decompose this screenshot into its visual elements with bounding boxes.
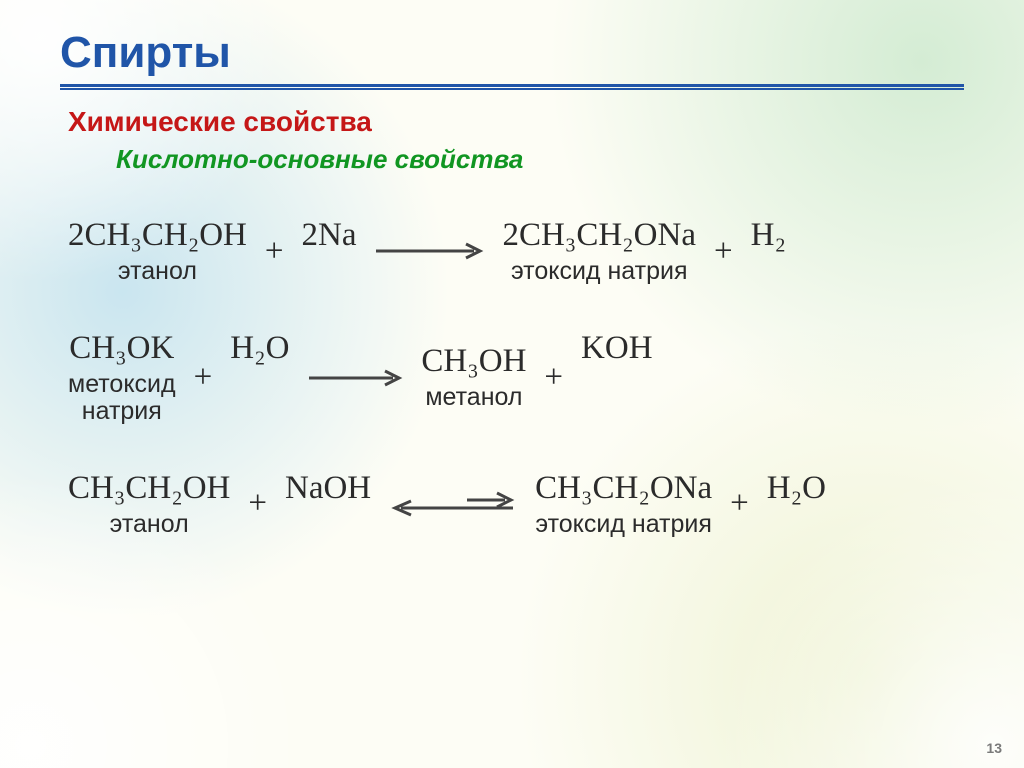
plus-sign: + — [696, 233, 751, 270]
arrow-icon — [307, 368, 403, 388]
equation-1: 2CH₃CH₂OH этанол + 2Na 2CH₃CH₂ONa этокси… — [68, 217, 964, 286]
eq3-rhs1: CH₃CH₂ONa — [535, 470, 712, 507]
eq3-lhs2: NaOH — [285, 470, 371, 507]
eq1-rhs2: H₂ — [751, 217, 786, 254]
plus-sign: + — [526, 359, 581, 396]
subsection-heading: Кислотно-основные свойства — [116, 144, 964, 175]
eq2-lhs1: CH₃OK — [69, 330, 174, 367]
plus-sign: + — [247, 233, 302, 270]
eq1-lhs1-annot: этанол — [118, 258, 197, 286]
arrow-icon — [374, 241, 484, 261]
plus-sign: + — [230, 485, 285, 522]
eq1-rhs1-annot: этоксид натрия — [511, 258, 688, 286]
slide-root: Спирты Химические свойства Кислотно-осно… — [0, 0, 1024, 768]
eq2-rhs1-annot: метанол — [425, 384, 522, 412]
eq2-rhs2: KOH — [581, 330, 653, 367]
arrow-forward-2 — [289, 368, 421, 388]
plus-sign: + — [176, 359, 231, 396]
eq3-lhs1: CH₃CH₂OH — [68, 470, 230, 507]
eq1-lhs2: 2Na — [301, 217, 356, 254]
eq1-rhs1: 2CH₃CH₂ONa — [502, 217, 696, 254]
eq2-lhs1-annot: метоксиднатрия — [68, 371, 176, 426]
page-number: 13 — [986, 740, 1002, 756]
equation-2: CH₃OK метоксиднатрия + H₂O CH₃OH метанол… — [68, 330, 964, 426]
plus-sign: + — [712, 485, 767, 522]
section-heading: Химические свойства — [68, 106, 964, 138]
arrow-reversible — [371, 490, 535, 518]
eq1-lhs1: 2CH₃CH₂OH — [68, 217, 247, 254]
eq3-lhs1-annot: этанол — [110, 511, 189, 539]
arrow-forward-1 — [356, 241, 502, 261]
page-title: Спирты — [60, 28, 964, 78]
divider-top — [60, 84, 964, 87]
eq2-rhs1: CH₃OH — [421, 343, 526, 380]
eq2-lhs2: H₂O — [230, 330, 289, 367]
reversible-arrow-icon — [389, 490, 517, 518]
divider-bottom — [60, 88, 964, 90]
eq3-rhs1-annot: этоксид натрия — [535, 511, 712, 539]
eq3-rhs2: H₂O — [767, 470, 826, 507]
equation-3: CH₃CH₂OH этанол + NaOH CH₃CH₂ONa — [68, 470, 964, 539]
